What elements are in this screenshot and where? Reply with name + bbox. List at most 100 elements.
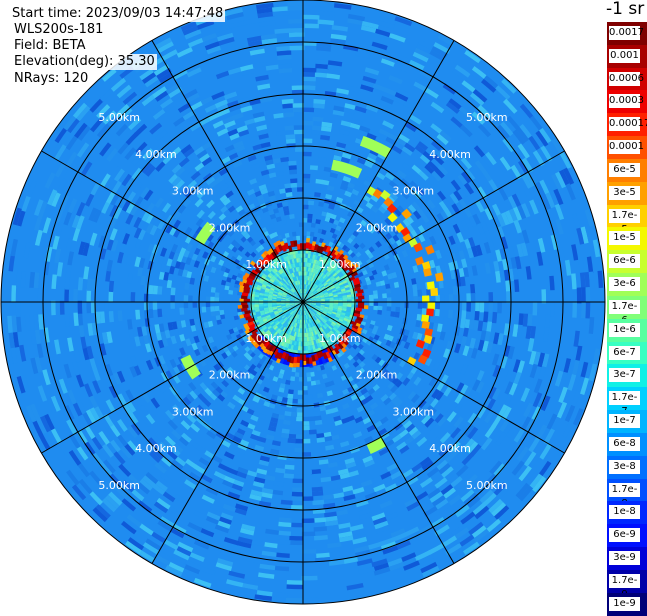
high-backscatter-cell	[300, 354, 303, 360]
data-cell	[303, 81, 316, 86]
data-cell	[581, 302, 586, 318]
data-cell	[211, 311, 216, 317]
data-cell	[310, 232, 315, 237]
data-cell	[418, 302, 423, 309]
data-cell	[288, 23, 304, 28]
colorbar-cell: 6e-5	[607, 159, 647, 182]
data-cell	[586, 287, 591, 304]
data-cell	[144, 309, 149, 318]
data-cell	[448, 286, 453, 295]
data-cell	[295, 147, 304, 152]
colorbar-tick-label: 6e-7	[609, 346, 640, 360]
data-cell	[73, 289, 78, 302]
data-cell	[170, 294, 175, 302]
colorbar-cell: 1.7e-7	[607, 387, 647, 410]
range-label: 1.00km	[319, 332, 361, 345]
data-cell	[541, 289, 546, 303]
data-cell	[385, 315, 390, 321]
colorbar-tick-label: 1e-8	[609, 505, 640, 519]
data-cell	[144, 293, 149, 302]
range-label: 4.00km	[135, 148, 177, 161]
colorbar-tick-label: 6e-6	[609, 254, 640, 268]
data-cell	[310, 165, 318, 170]
data-cell	[422, 289, 427, 296]
data-cell	[311, 469, 321, 474]
data-cell	[449, 294, 454, 303]
data-cell	[294, 218, 299, 223]
data-cell	[303, 107, 314, 112]
data-cell	[296, 417, 303, 422]
data-cell	[303, 85, 316, 90]
data-cell	[228, 290, 233, 295]
data-cell	[157, 286, 162, 295]
data-cell	[480, 302, 485, 312]
data-cell	[368, 309, 373, 314]
data-cell	[312, 491, 323, 496]
colorbar-cell: 3e-8	[607, 456, 647, 479]
data-cell	[294, 130, 304, 135]
start-time-label: Start time: 2023/09/03 14:47:48	[10, 6, 225, 22]
data-cell	[210, 297, 215, 302]
colorbar-title: -1 sr	[606, 0, 644, 19]
data-cell	[288, 6, 305, 11]
data-cell	[206, 286, 211, 292]
data-cell	[108, 291, 113, 302]
data-cell	[395, 312, 400, 318]
elevation-label: Elevation(deg): 35.30	[12, 54, 157, 70]
colorbar-tick-label: 1.7e-9	[609, 574, 640, 588]
colorbar-cell: 1.7e-9	[607, 570, 647, 593]
data-cell	[289, 540, 303, 545]
colorbar-cell: 0.0003	[607, 90, 647, 113]
data-cell	[290, 178, 297, 183]
data-cell	[295, 434, 303, 439]
data-cell	[149, 285, 154, 294]
data-cell	[288, 429, 296, 434]
colorbar-cell: 6e-8	[607, 433, 647, 456]
data-cell	[378, 294, 383, 299]
data-cell	[292, 483, 303, 488]
arc-backscatter-cell	[435, 272, 444, 281]
data-cell	[153, 301, 158, 310]
data-cell	[86, 301, 91, 313]
data-cell	[293, 107, 304, 112]
colorbar-tick-label: 1e-7	[609, 414, 640, 428]
data-cell	[426, 289, 431, 297]
data-cell	[369, 295, 374, 299]
field-label: Field: BETA	[12, 38, 87, 54]
high-backscatter-cell	[364, 305, 368, 309]
colorbar-cell: 6e-7	[607, 342, 647, 365]
data-cell	[313, 517, 326, 522]
range-label: 2.00km	[356, 369, 398, 382]
range-label: 1.00km	[245, 332, 287, 345]
data-cell	[435, 309, 440, 317]
data-cell	[303, 152, 312, 157]
colorbar-tick-label: 1.7e-5	[609, 209, 640, 223]
data-cell	[144, 285, 149, 294]
data-cell	[184, 283, 189, 290]
colorbar-cell: 1e-8	[607, 501, 647, 524]
data-cell	[577, 287, 582, 303]
data-cell	[193, 313, 198, 320]
data-cell	[373, 294, 378, 299]
colorbar-cell: 3e-5	[607, 182, 647, 205]
colorbar-tick-label: 0.0003	[609, 94, 640, 108]
colorbar-tick-label: 1e-9	[609, 597, 640, 611]
colorbar-tick-label: 0.0001	[609, 140, 640, 154]
data-cell	[462, 302, 467, 311]
data-cell	[309, 430, 317, 435]
data-cell	[288, 19, 304, 24]
data-cell	[144, 301, 149, 310]
range-label: 5.00km	[98, 111, 140, 124]
data-cell	[312, 130, 322, 135]
data-cell	[475, 302, 480, 312]
data-cell	[78, 301, 83, 314]
data-cell	[86, 290, 91, 303]
data-cell	[224, 310, 229, 315]
data-cell	[295, 439, 303, 444]
data-cell	[206, 296, 211, 302]
range-label: 1.00km	[319, 258, 361, 271]
data-cell	[422, 302, 427, 309]
colorbar-tick-label: 0.00017	[609, 117, 640, 131]
range-label: 3.00km	[393, 405, 435, 418]
